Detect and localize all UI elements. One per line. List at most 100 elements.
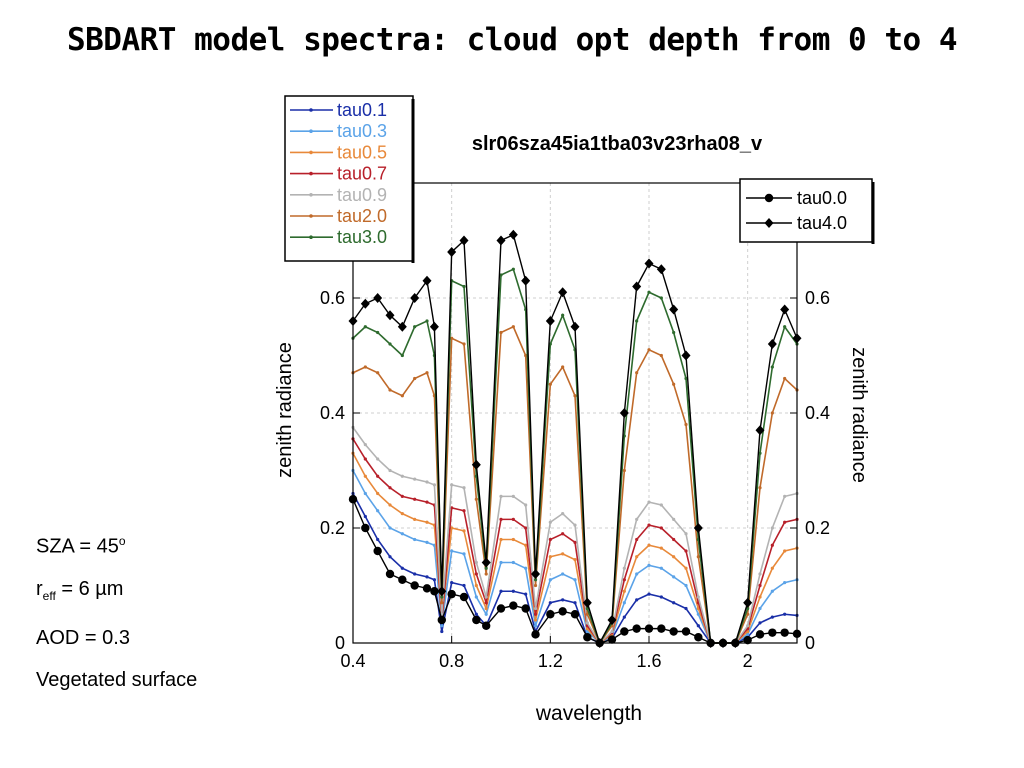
data-point-tau4.0 <box>471 459 481 470</box>
y2-tick-label: 0.6 <box>805 288 830 308</box>
data-point-tau0.3 <box>684 583 688 588</box>
data-point-tau0.7 <box>783 520 787 524</box>
data-point-tau0.9 <box>696 595 700 599</box>
data-point-tau3.0 <box>635 319 639 323</box>
legend-label-tau0.0: tau0.0 <box>797 188 847 208</box>
data-point-tau4.0 <box>582 597 592 608</box>
data-point-tau2.0 <box>400 394 404 398</box>
data-point-tau0.1 <box>432 578 436 582</box>
legend-marker-tau0.9 <box>309 193 313 197</box>
legend-marker-tau3.0 <box>309 235 313 239</box>
x-tick-label: 1.2 <box>538 651 563 671</box>
data-point-tau0.0 <box>755 630 765 639</box>
y-tick-label: 0.6 <box>320 288 345 308</box>
data-point-tau0.1 <box>758 621 762 625</box>
data-point-tau0.5 <box>622 589 626 593</box>
data-point-tau0.1 <box>388 555 392 559</box>
data-point-tau2.0 <box>585 612 589 616</box>
data-point-tau0.0 <box>447 589 456 599</box>
data-point-tau0.9 <box>425 480 429 484</box>
legend-label-tau0.5: tau0.5 <box>337 142 387 162</box>
reff-sub: eff <box>42 588 56 603</box>
data-point-tau0.9 <box>484 595 488 599</box>
data-point-tau4.0 <box>755 425 765 436</box>
data-point-tau0.1 <box>524 592 528 596</box>
surface-note: Vegetated surface <box>36 668 198 691</box>
legend-left: tau0.1tau0.3tau0.5tau0.7tau0.9tau2.0tau3… <box>284 95 415 263</box>
data-point-tau3.0 <box>484 566 488 570</box>
data-point-tau2.0 <box>484 572 488 576</box>
data-point-tau0.7 <box>684 549 688 553</box>
data-point-tau4.0 <box>373 293 383 303</box>
data-point-tau0.5 <box>573 558 577 562</box>
legend-label-tau0.1: tau0.1 <box>337 100 387 120</box>
data-point-tau2.0 <box>783 376 787 381</box>
data-point-tau0.3 <box>499 560 503 565</box>
data-point-tau0.5 <box>533 618 538 622</box>
data-point-tau2.0 <box>770 411 774 415</box>
series-layer <box>348 229 802 648</box>
data-point-tau0.5 <box>635 555 639 559</box>
data-point-tau4.0 <box>508 229 518 240</box>
data-point-tau0.7 <box>533 612 538 616</box>
data-point-tau2.0 <box>474 497 478 501</box>
data-point-tau0.9 <box>363 443 367 447</box>
data-point-tau4.0 <box>397 321 407 332</box>
data-point-tau0.5 <box>363 474 367 478</box>
data-point-tau4.0 <box>496 235 506 246</box>
data-point-tau0.7 <box>474 572 478 576</box>
data-point-tau0.3 <box>400 532 404 536</box>
data-point-tau0.3 <box>548 578 552 582</box>
data-point-tau0.9 <box>635 517 639 521</box>
data-point-tau0.1 <box>400 566 404 570</box>
data-point-tau0.1 <box>672 601 676 605</box>
data-point-tau2.0 <box>440 601 444 605</box>
data-point-tau0.9 <box>400 474 404 478</box>
slide-title: SBDART model spectra: cloud opt depth fr… <box>66 22 958 58</box>
parameter-notes: SZA = 45o reff = 6 µm AOD = 0.3 Vegetate… <box>36 520 197 701</box>
data-point-tau2.0 <box>573 394 577 398</box>
ticks: 0.4 0.8 1.2 1.6 2 0 0 0.2 0.2 0.4 0.4 0.6 0.6 <box>320 288 830 671</box>
data-point-tau0.7 <box>363 457 367 461</box>
data-point-tau4.0 <box>360 298 370 309</box>
data-point-tau0.7 <box>388 486 392 490</box>
data-point-tau0.5 <box>413 517 417 521</box>
series-tau2.0 <box>351 325 799 645</box>
data-point-tau0.3 <box>425 540 429 544</box>
legend-label-tau0.7: tau0.7 <box>337 164 387 184</box>
legend-right: tau0.0 tau4.0 <box>739 178 875 244</box>
data-point-tau2.0 <box>561 365 565 369</box>
data-point-tau3.0 <box>425 319 429 323</box>
data-point-tau0.5 <box>499 537 503 542</box>
series-tau0.1 <box>351 491 799 645</box>
data-point-tau0.0 <box>509 601 518 610</box>
data-point-tau0.0 <box>398 575 407 584</box>
data-point-tau0.3 <box>758 606 762 611</box>
x-tick-label: 1.6 <box>636 651 661 671</box>
data-point-tau0.1 <box>440 629 444 634</box>
data-point-tau0.0 <box>768 628 777 637</box>
data-point-tau0.7 <box>635 537 639 542</box>
data-point-tau2.0 <box>696 555 700 559</box>
data-point-tau0.3 <box>388 526 392 530</box>
reff-value: = 6 µm <box>55 577 124 600</box>
data-point-tau2.0 <box>499 330 503 335</box>
y2-tick-label: 0.2 <box>805 518 830 538</box>
data-point-tau3.0 <box>462 284 466 289</box>
data-point-tau4.0 <box>410 293 420 303</box>
data-point-tau4.0 <box>780 304 790 315</box>
data-point-tau0.5 <box>561 552 565 556</box>
data-point-tau3.0 <box>511 267 515 271</box>
data-point-tau4.0 <box>743 597 753 608</box>
data-point-tau0.7 <box>484 601 488 605</box>
data-point-tau0.3 <box>672 575 676 579</box>
data-point-tau2.0 <box>376 371 380 375</box>
legend-marker-tau0.0 <box>764 193 774 203</box>
data-point-tau4.0 <box>681 350 691 361</box>
data-point-tau0.3 <box>561 572 565 576</box>
data-point-tau0.5 <box>684 566 688 570</box>
data-point-tau2.0 <box>462 342 466 346</box>
data-point-tau2.0 <box>647 348 651 352</box>
data-point-tau0.7 <box>400 494 404 498</box>
data-point-tau0.1 <box>647 592 651 596</box>
